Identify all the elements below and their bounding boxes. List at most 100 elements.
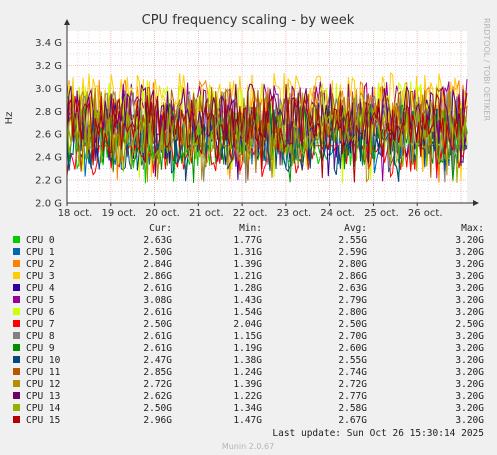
legend-series-name: CPU 9 [26,343,55,354]
rrdtool-side-label: RRDTOOL / TOBI OETIKER [482,18,491,121]
legend-series-name: CPU 3 [26,271,55,282]
series-line [66,102,468,177]
legend-value-max: 3.20G [455,283,484,294]
x-tick-label: 23 oct. [277,208,312,219]
y-tick-label: 2.0 G [35,199,62,210]
legend-value-avg: 2.72G [338,379,367,390]
legend-value-cur: 2.50G [143,403,172,414]
legend-value-max: 3.20G [455,343,484,354]
legend-value-avg: 2.67G [338,415,367,426]
legend-value-max: 3.20G [455,379,484,390]
legend-value-max: 3.20G [455,403,484,414]
legend-value-min: 1.43G [233,295,262,306]
legend-value-min: 1.22G [233,391,262,402]
y-tick-label: 2.2 G [35,176,62,187]
legend-value-min: 1.77G [233,235,262,246]
y-tick-label: 2.6 G [35,130,62,141]
legend-value-min: 1.54G [233,307,262,318]
x-tick-label: 21 oct. [189,208,224,219]
y-tick-label: 3.2 G [35,61,62,72]
legend-series-name: CPU 11 [26,367,61,378]
legend-value-avg: 2.77G [338,391,367,402]
axes: 2.0 G 2.2 G 2.4 G 2.6 G 2.8 G 3.0 G 3.2 G 3.4 G… [35,19,479,219]
series-lines [66,71,468,184]
x-tick-label: 25 oct. [364,208,399,219]
x-tick-label: 26 oct. [408,208,443,219]
legend-value-max: 3.20G [455,331,484,342]
legend-value-min: 1.47G [233,415,262,426]
legend-swatch [13,284,20,291]
legend-value-max: 3.20G [455,259,484,270]
legend-value-min: 1.19G [233,343,262,354]
last-update: Last update: Sun Oct 26 15:30:14 2025 [272,428,484,439]
legend-series-name: CPU 0 [26,235,55,246]
legend-value-cur: 2.61G [143,331,172,342]
legend: Cur: Min: Avg: Max: CPU 0 2.63G 1.77G 2.55G 3.20… [13,223,484,426]
series-line [66,92,468,183]
legend-value-avg: 2.80G [338,259,367,270]
legend-series-name: CPU 8 [26,331,55,342]
legend-series-name: CPU 1 [26,247,55,258]
legend-series-name: CPU 12 [26,379,60,390]
legend-swatch [13,248,20,255]
legend-value-min: 1.39G [233,379,262,390]
legend-value-cur: 2.84G [143,259,172,270]
legend-header: Max: [461,223,484,234]
legend-value-cur: 2.61G [143,343,172,354]
x-tick-label: 22 oct. [233,208,268,219]
legend-series-name: CPU 15 [26,415,60,426]
legend-swatch [13,356,20,363]
legend-value-max: 3.20G [455,271,484,282]
legend-value-avg: 2.80G [338,307,367,318]
legend-series-name: CPU 14 [26,403,61,414]
legend-value-avg: 2.58G [338,403,367,414]
x-tick-label: 24 oct. [320,208,355,219]
legend-value-max: 3.20G [455,415,484,426]
x-axis-arrow [473,200,479,206]
legend-value-cur: 2.61G [143,307,172,318]
legend-value-max: 3.20G [455,367,484,378]
legend-value-avg: 2.79G [338,295,367,306]
legend-swatch [13,236,20,243]
legend-value-min: 1.15G [233,331,262,342]
legend-swatch [13,296,20,303]
legend-value-min: 1.28G [233,283,262,294]
legend-swatch [13,272,20,279]
legend-swatch [13,320,20,327]
y-tick-label: 3.4 G [35,38,62,49]
legend-value-avg: 2.74G [338,367,367,378]
legend-value-cur: 2.61G [143,283,172,294]
legend-series-name: CPU 2 [26,259,55,270]
legend-swatch [13,260,20,267]
x-tick-label: 18 oct. [58,208,93,219]
legend-value-cur: 3.08G [143,295,172,306]
x-tick-label: 19 oct. [101,208,136,219]
legend-value-min: 2.04G [233,319,262,330]
legend-value-cur: 2.63G [143,235,172,246]
legend-swatch [13,416,20,423]
legend-value-max: 3.20G [455,391,484,402]
legend-value-min: 1.38G [233,355,262,366]
legend-value-max: 2.50G [455,319,484,330]
legend-swatch [13,380,20,387]
series-line [66,90,468,184]
legend-swatch [13,344,20,351]
chart-title: CPU frequency scaling - by week [142,13,355,28]
legend-swatch [13,332,20,339]
legend-value-min: 1.39G [233,259,262,270]
legend-header: Cur: [149,223,172,234]
legend-series-name: CPU 4 [26,283,55,294]
legend-series-name: CPU 6 [26,307,55,318]
legend-swatch [13,404,20,411]
legend-value-max: 3.20G [455,247,484,258]
legend-value-cur: 2.85G [143,367,172,378]
legend-value-avg: 2.55G [338,355,367,366]
legend-swatch [13,368,20,375]
legend-value-min: 1.31G [233,247,262,258]
legend-value-avg: 2.59G [338,247,367,258]
legend-value-cur: 2.50G [143,247,172,258]
legend-value-cur: 2.47G [143,355,172,366]
legend-value-cur: 2.86G [143,271,172,282]
legend-value-cur: 2.50G [143,319,172,330]
